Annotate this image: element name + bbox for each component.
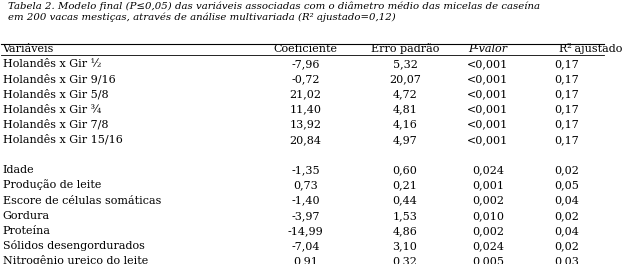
Text: 11,40: 11,40: [290, 105, 322, 115]
Text: Coeficiente: Coeficiente: [273, 44, 338, 54]
Text: 0,024: 0,024: [472, 165, 504, 175]
Text: Escore de células somáticas: Escore de células somáticas: [3, 196, 161, 206]
Text: Sólidos desengordurados: Sólidos desengordurados: [3, 240, 144, 251]
Text: -3,97: -3,97: [292, 211, 320, 221]
Text: 0,17: 0,17: [554, 105, 578, 115]
Text: 4,97: 4,97: [392, 135, 418, 145]
Text: 2: 2: [566, 42, 571, 50]
Text: 0,002: 0,002: [472, 226, 504, 236]
Text: -14,99: -14,99: [288, 226, 323, 236]
Text: <0,001: <0,001: [467, 74, 508, 84]
Text: <0,001: <0,001: [467, 89, 508, 99]
Text: 0,73: 0,73: [293, 180, 318, 190]
Text: Holandês x Gir 7/8: Holandês x Gir 7/8: [3, 119, 108, 130]
Text: 1,53: 1,53: [392, 211, 418, 221]
Text: -1,35: -1,35: [291, 165, 320, 175]
Text: 0,60: 0,60: [392, 165, 418, 175]
Text: 0,02: 0,02: [554, 241, 578, 251]
Text: 4,86: 4,86: [392, 226, 418, 236]
Text: P-valor: P-valor: [468, 44, 507, 54]
Text: 20,84: 20,84: [290, 135, 322, 145]
Text: 0,010: 0,010: [472, 211, 504, 221]
Text: Erro padrão: Erro padrão: [371, 43, 439, 54]
Text: 0,04: 0,04: [554, 226, 578, 236]
Text: 13,92: 13,92: [290, 120, 322, 130]
Text: -0,72: -0,72: [292, 74, 320, 84]
Text: <0,001: <0,001: [467, 120, 508, 130]
Text: Idade: Idade: [3, 165, 34, 175]
Text: 0,03: 0,03: [554, 256, 578, 264]
Text: 0,21: 0,21: [392, 180, 418, 190]
Text: Variáveis: Variáveis: [3, 44, 54, 54]
Text: 0,91: 0,91: [293, 256, 318, 264]
Text: 4,16: 4,16: [392, 120, 418, 130]
Text: 20,07: 20,07: [389, 74, 421, 84]
Text: Nitrogênio ureico do leite: Nitrogênio ureico do leite: [3, 255, 148, 264]
Text: Holandês x Gir 15/16: Holandês x Gir 15/16: [3, 134, 122, 145]
Text: 0,024: 0,024: [472, 241, 504, 251]
Text: 0,17: 0,17: [554, 59, 578, 69]
Text: 4,72: 4,72: [392, 89, 418, 99]
Text: <0,001: <0,001: [467, 135, 508, 145]
Text: 21,02: 21,02: [290, 89, 322, 99]
Text: -7,96: -7,96: [292, 59, 320, 69]
Text: 0,02: 0,02: [554, 165, 578, 175]
Text: <0,001: <0,001: [467, 59, 508, 69]
Text: 5,32: 5,32: [392, 59, 418, 69]
Text: Holandês x Gir ½: Holandês x Gir ½: [3, 59, 101, 69]
Text: Produção de leite: Produção de leite: [3, 180, 101, 190]
Text: 0,17: 0,17: [554, 120, 578, 130]
Text: 4,81: 4,81: [392, 105, 418, 115]
Text: Holandês x Gir 9/16: Holandês x Gir 9/16: [3, 74, 115, 84]
Text: -1,40: -1,40: [291, 196, 320, 206]
Text: 0,32: 0,32: [392, 256, 418, 264]
Text: 0,002: 0,002: [472, 196, 504, 206]
Text: ajustado: ajustado: [571, 44, 622, 54]
Text: Proteína: Proteína: [3, 226, 50, 236]
Text: R: R: [558, 44, 566, 54]
Text: 0,02: 0,02: [554, 211, 578, 221]
Text: Holandês x Gir ¾: Holandês x Gir ¾: [3, 105, 101, 115]
Text: Holandês x Gir 5/8: Holandês x Gir 5/8: [3, 89, 108, 99]
Text: Gordura: Gordura: [3, 211, 50, 221]
Text: 0,001: 0,001: [472, 180, 504, 190]
Text: 0,05: 0,05: [554, 180, 578, 190]
Text: -7,04: -7,04: [292, 241, 320, 251]
Text: 0,04: 0,04: [554, 196, 578, 206]
Text: Tabela 2. Modelo final (P≤0,05) das variáveis associadas com o diâmetro médio da: Tabela 2. Modelo final (P≤0,05) das vari…: [8, 1, 539, 22]
Text: 0,17: 0,17: [554, 74, 578, 84]
Text: 0,44: 0,44: [392, 196, 418, 206]
Text: 0,005: 0,005: [472, 256, 504, 264]
Text: <0,001: <0,001: [467, 105, 508, 115]
Text: 3,10: 3,10: [392, 241, 418, 251]
Text: 0,17: 0,17: [554, 135, 578, 145]
Text: 0,17: 0,17: [554, 89, 578, 99]
